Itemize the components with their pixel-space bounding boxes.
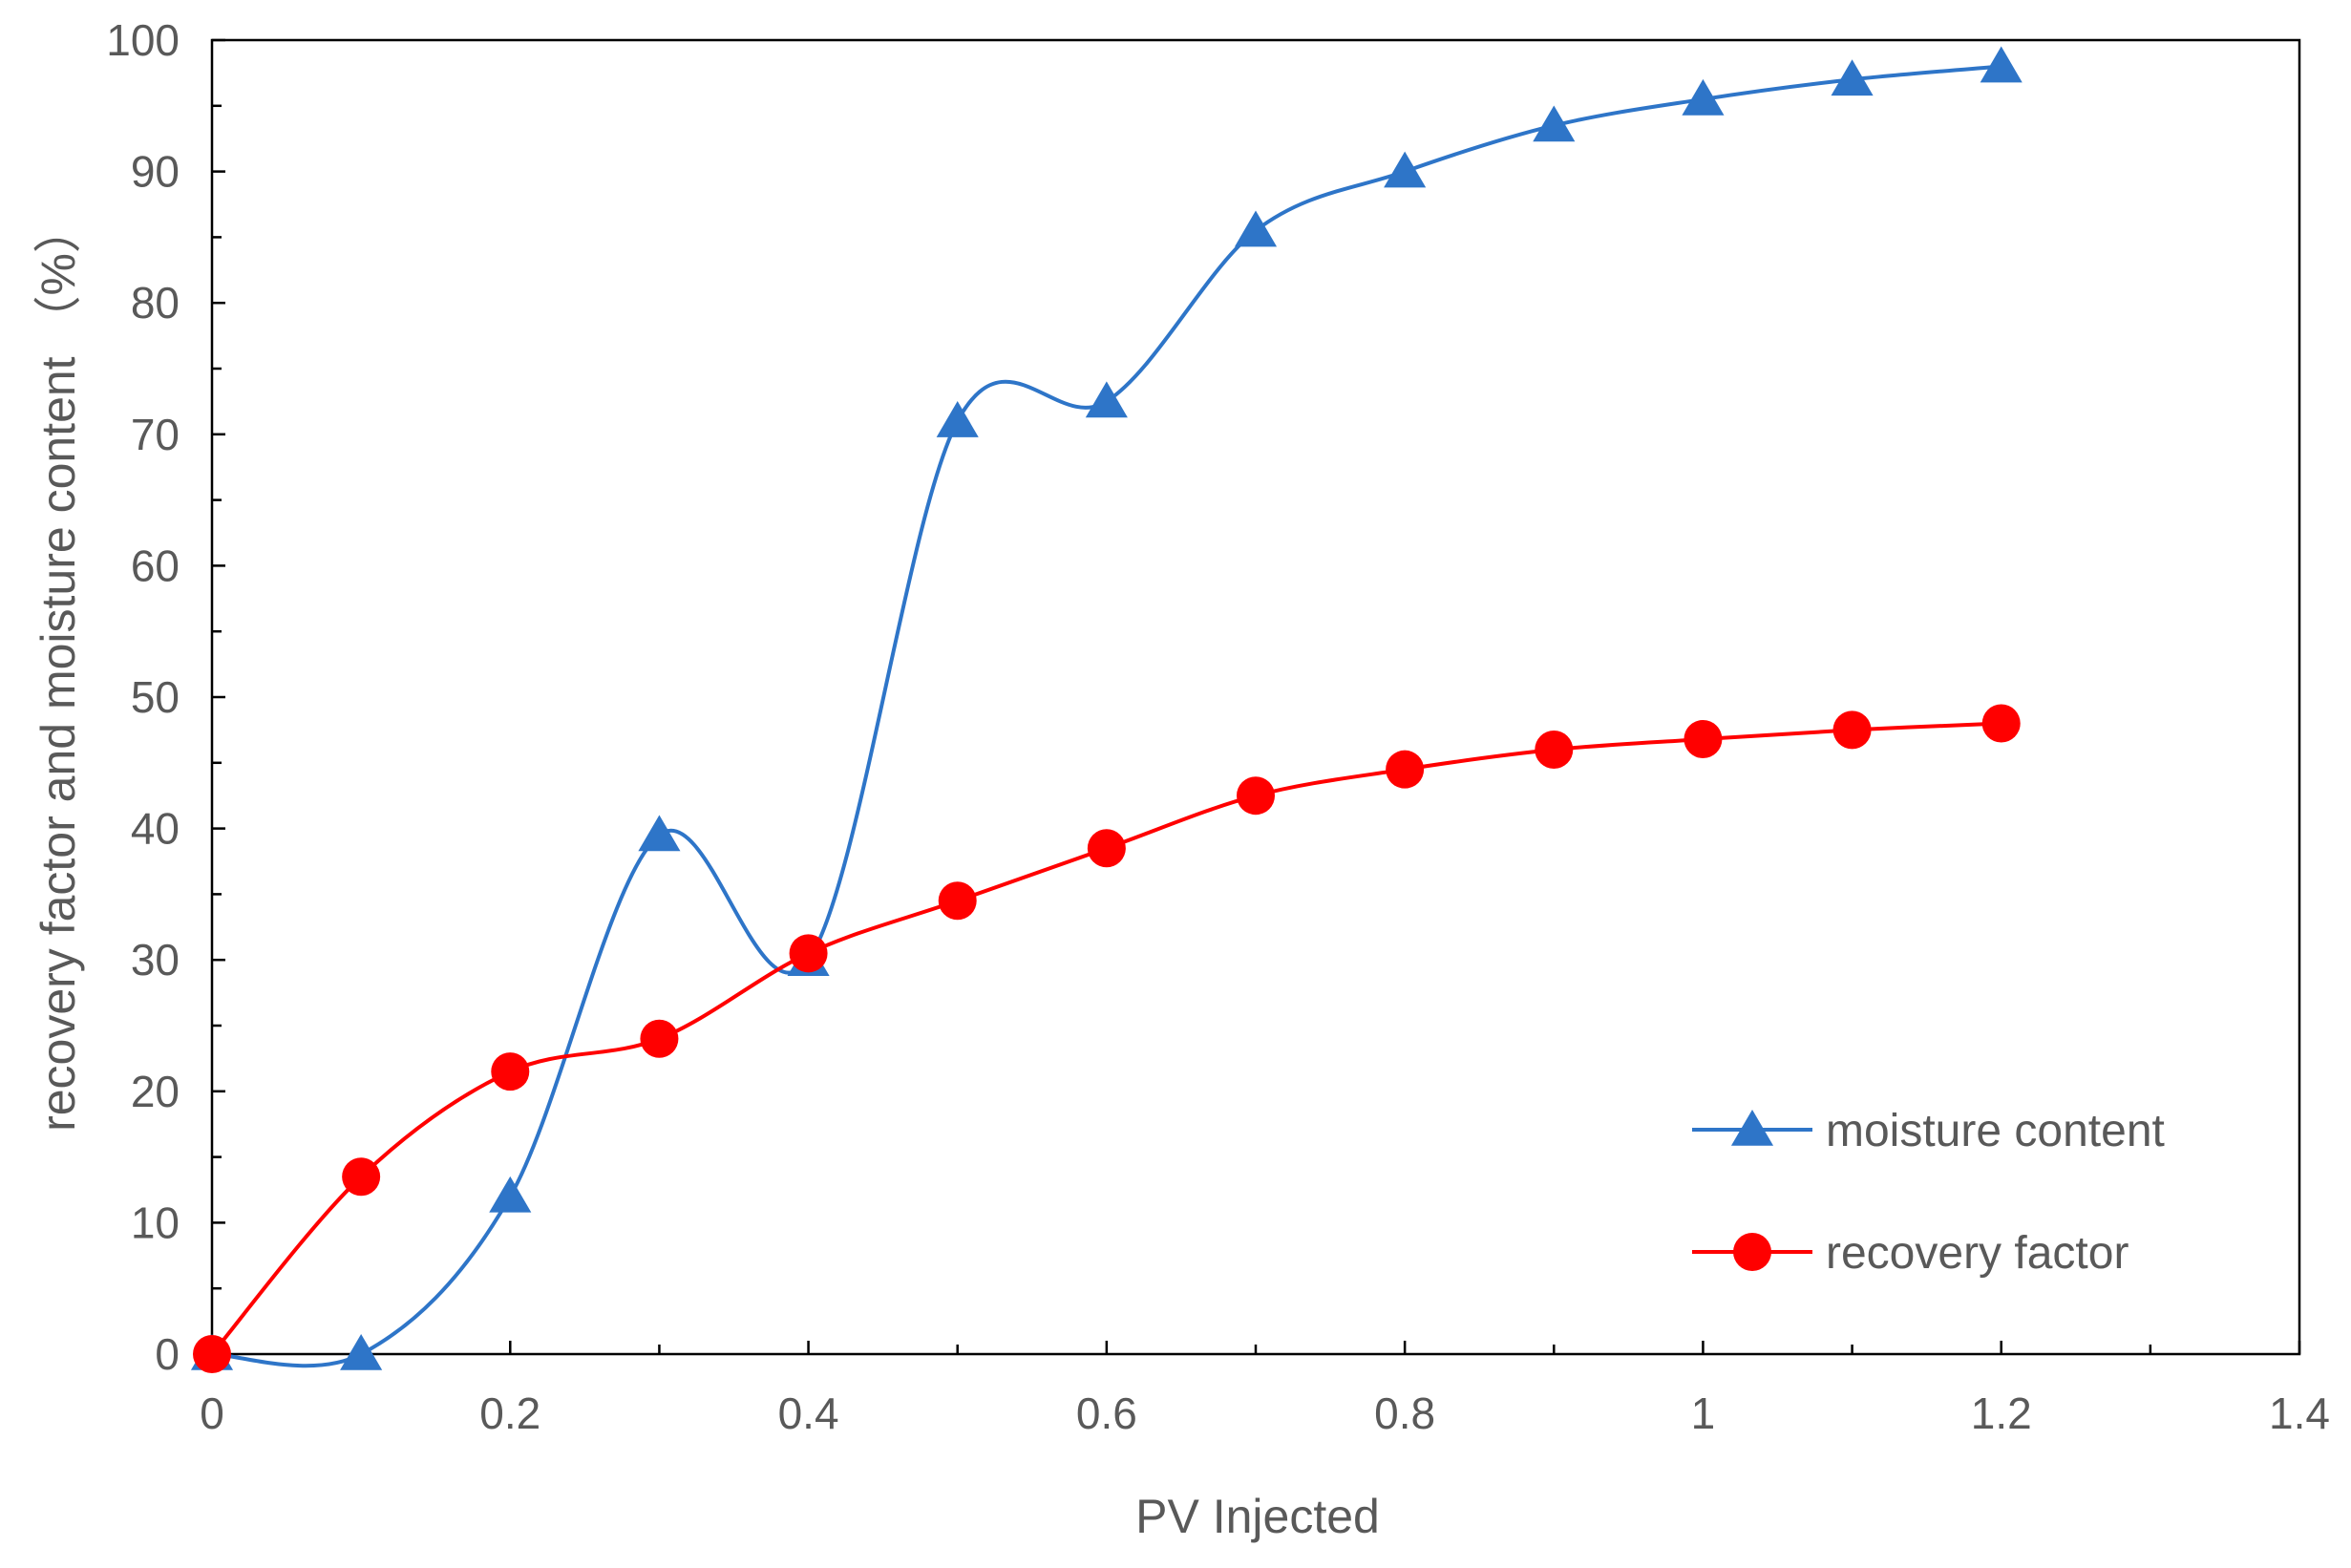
- moisture-content-point: [1980, 46, 2023, 83]
- x-tick-label: 0.2: [479, 1388, 540, 1438]
- moisture-content-point: [340, 1334, 383, 1370]
- moisture-content-point: [1533, 105, 1576, 142]
- y-tick-label: 80: [131, 278, 180, 328]
- recovery-factor-point: [342, 1157, 381, 1197]
- recovery-factor-point: [938, 881, 977, 921]
- y-tick-label: 40: [131, 804, 180, 854]
- legend-recovery-factor-label: recovery factor: [1826, 1228, 2129, 1279]
- x-tick-label: 0.6: [1076, 1388, 1137, 1438]
- recovery-factor-point: [491, 1052, 530, 1091]
- moisture-content-point: [936, 401, 979, 437]
- y-tick-label: 70: [131, 410, 180, 459]
- y-tick-label: 30: [131, 935, 180, 985]
- moisture-content-point: [638, 815, 681, 852]
- recovery-factor-line: [210, 721, 2002, 1356]
- recovery-factor-point: [1386, 750, 1425, 789]
- recovery-factor-point: [1981, 704, 2021, 743]
- recovery-factor-point: [1684, 720, 1723, 759]
- y-tick-label: 60: [131, 540, 180, 590]
- moisture-content-point: [489, 1176, 532, 1213]
- moisture-content-line: [211, 64, 2002, 1368]
- recovery-factor-point: [1237, 776, 1275, 816]
- recovery-factor-point: [789, 934, 828, 973]
- moisture-content-point: [1234, 210, 1278, 247]
- x-tick-label: 1: [1691, 1388, 1716, 1438]
- y-axis-title: recovery factor and moisture content （%）: [32, 205, 85, 1132]
- legend: moisture content recovery factor: [1692, 1106, 2165, 1279]
- moisture-content-point: [1085, 381, 1128, 418]
- recovery-factor-point: [1087, 829, 1126, 868]
- y-tick-label: 50: [131, 672, 180, 722]
- x-tick-label: 1.4: [2269, 1388, 2330, 1438]
- legend-recovery-factor-marker: [1733, 1233, 1771, 1271]
- x-tick-label: 0.8: [1374, 1388, 1435, 1438]
- y-tick-label: 10: [131, 1197, 180, 1247]
- x-tick-label: 0: [200, 1388, 224, 1438]
- x-tick-label: 1.2: [1971, 1388, 2032, 1438]
- recovery-factor-point: [193, 1335, 231, 1373]
- moisture-content-point: [1831, 59, 1874, 96]
- moisture-content-point: [1384, 151, 1427, 188]
- x-axis-title: PV Injected: [1135, 1490, 1380, 1543]
- y-tick-label: 90: [131, 147, 180, 197]
- moisture-content-point: [1682, 78, 1725, 116]
- recovery-factor-point: [640, 1019, 679, 1058]
- y-tick-label: 20: [131, 1067, 180, 1116]
- recovery-factor-point: [1535, 731, 1574, 770]
- legend-moisture-content-marker: [1730, 1110, 1774, 1146]
- recovery-factor-point: [1832, 710, 1872, 750]
- legend-moisture-content-label: moisture content: [1826, 1106, 2165, 1156]
- x-tick-label: 0.4: [778, 1388, 839, 1438]
- y-tick-label: 100: [106, 15, 180, 65]
- y-tick-label: 0: [155, 1329, 180, 1379]
